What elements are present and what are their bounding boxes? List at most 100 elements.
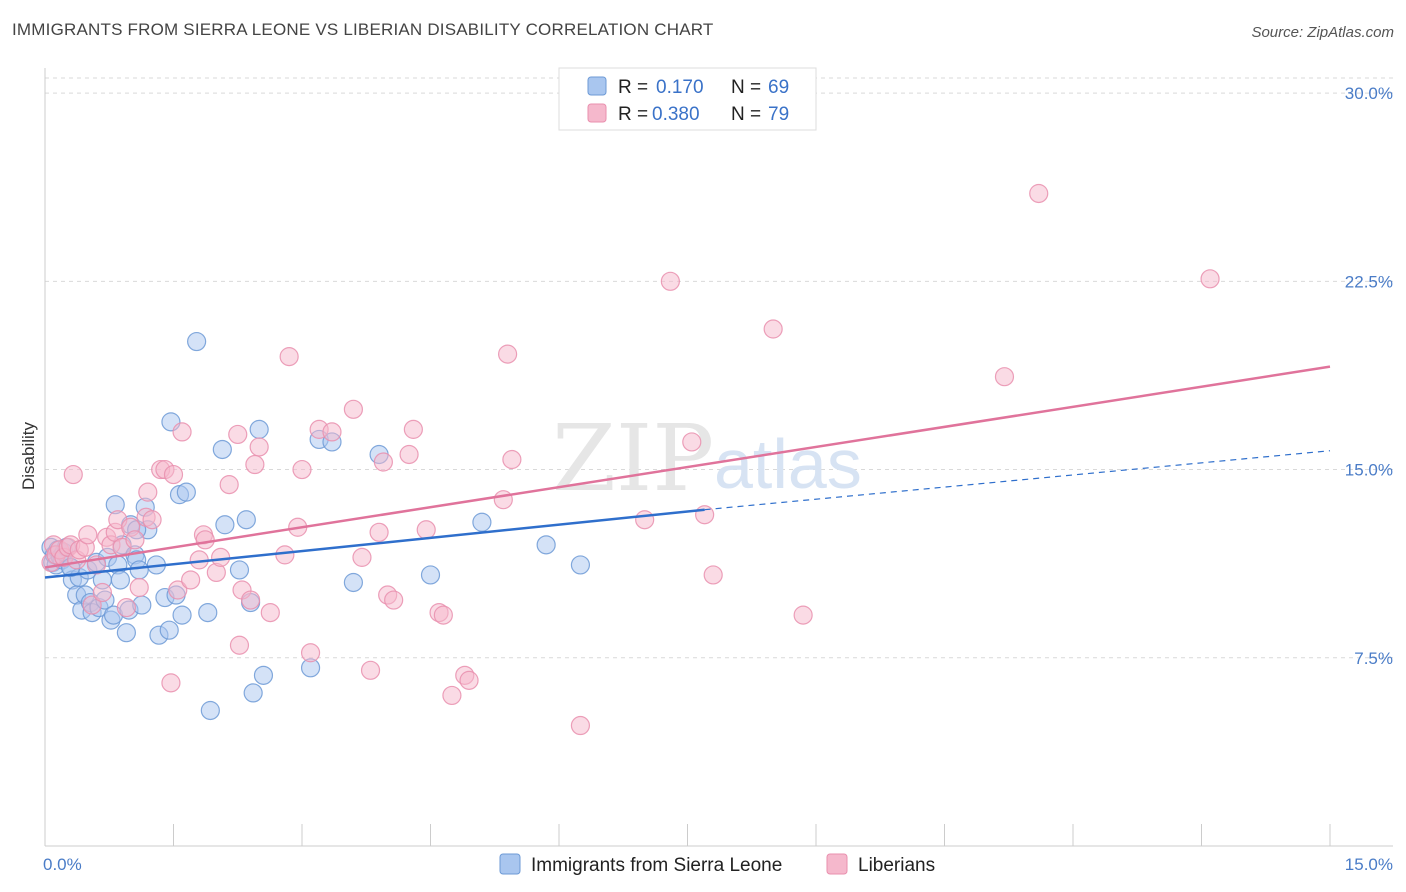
sierra-leone-point	[198, 602, 218, 623]
watermark-zip: ZIP	[552, 405, 714, 512]
liberians-point	[292, 459, 312, 480]
liberians-point	[399, 444, 419, 465]
legend-r-value: 0.170	[656, 77, 704, 98]
x-tick-label: 0.0%	[43, 855, 82, 874]
liberians-point	[373, 452, 393, 472]
liberians-point	[493, 490, 513, 510]
sierra-leone-point	[212, 439, 232, 460]
liberians-point	[228, 424, 248, 445]
liberians-point	[249, 437, 269, 457]
sierra-leone-point	[172, 605, 192, 625]
bottom-legend-swatch-blue	[499, 853, 521, 875]
sierra-leone-point	[536, 535, 556, 555]
liberians-point	[682, 432, 702, 452]
liberians-point	[63, 464, 83, 485]
x-tick-labels: 0.0% 15.0%	[43, 855, 1393, 874]
liberians-point	[172, 422, 192, 442]
sierra-leone-point	[236, 510, 256, 530]
sierra-leone-point	[243, 683, 263, 703]
liberians-point	[442, 685, 462, 706]
sierra-leone-point	[472, 512, 492, 532]
liberians-point	[245, 454, 265, 475]
liberians-point	[211, 547, 231, 567]
liberians-point	[994, 367, 1015, 387]
bottom-legend-label-sierra-leone: Immigrants from Sierra Leone	[531, 855, 782, 876]
legend-swatch-pink	[587, 103, 607, 123]
liberians-point	[1200, 269, 1220, 289]
sierra-leone-point	[420, 565, 441, 585]
legend-n-value: 79	[768, 104, 789, 125]
liberians-point	[275, 545, 295, 565]
liberians-point	[416, 520, 436, 540]
liberians-point	[1029, 183, 1049, 204]
liberians-point	[92, 582, 112, 603]
legend-n-label: N =	[731, 104, 761, 125]
liberians-point	[279, 347, 299, 367]
x-tick-label: 15.0%	[1345, 855, 1393, 874]
liberians-point	[352, 547, 372, 567]
sierra-leone-trend-line	[44, 508, 705, 579]
liberians-point	[433, 605, 453, 625]
sierra-leone-point	[215, 515, 235, 535]
chart-title: IMMIGRANTS FROM SIERRA LEONE VS LIBERIAN…	[12, 20, 714, 39]
legend-n-label: N =	[731, 77, 761, 98]
legend-r-label: R =	[618, 104, 648, 125]
watermark: ZIP atlas	[552, 405, 862, 512]
axes	[44, 68, 1393, 847]
liberians-point	[763, 319, 783, 339]
bottom-legend: Immigrants from Sierra Leone Liberians	[499, 853, 935, 876]
liberians-point	[142, 510, 162, 530]
sierra-leone-point	[129, 560, 149, 580]
y-tick-label: 22.5%	[1345, 272, 1393, 291]
liberians-point	[129, 577, 149, 598]
liberians-point	[181, 570, 201, 590]
liberians-point	[695, 505, 715, 525]
liberians-point	[138, 482, 158, 502]
liberians-point	[125, 530, 145, 550]
sierra-leone-point	[343, 572, 363, 593]
y-tick-label: 15.0%	[1345, 461, 1393, 480]
sierra-leone-point	[253, 665, 274, 685]
legend-swatch-blue	[587, 76, 607, 96]
bottom-legend-label-liberians: Liberians	[858, 855, 935, 876]
liberians-point	[161, 673, 181, 693]
y-tick-labels: 7.5% 15.0% 22.5% 30.0%	[1345, 84, 1393, 668]
sierra-leone-point	[116, 623, 136, 643]
source-credit: Source: ZipAtlas.com	[1251, 24, 1394, 41]
liberians-point	[241, 590, 261, 610]
liberians-point	[703, 565, 723, 585]
legend-r-value: 0.380	[652, 104, 700, 125]
liberians-point	[116, 597, 136, 618]
liberians-point	[163, 464, 184, 485]
liberians-point	[82, 595, 102, 615]
liberians-point	[384, 590, 404, 610]
sierra-leone-point	[570, 555, 591, 575]
liberians-point	[502, 449, 522, 470]
legend: R = 0.170 N = 69 R = 0.380 N = 79	[558, 67, 817, 131]
series-liberians-points	[41, 183, 1220, 736]
liberians-point	[343, 399, 363, 419]
liberians-point	[195, 530, 215, 550]
sierra-leone-point	[200, 700, 220, 721]
y-tick-label: 30.0%	[1345, 84, 1393, 103]
liberians-point	[229, 635, 250, 655]
liberians-point	[369, 522, 389, 542]
legend-r-label: R =	[618, 77, 648, 98]
sierra-leone-trend-extension	[704, 450, 1331, 511]
sierra-leone-point	[229, 560, 250, 580]
trend-lines	[44, 365, 1331, 579]
liberians-point	[793, 605, 813, 625]
liberians-point	[459, 670, 479, 690]
liberians-point	[168, 580, 188, 600]
y-axis-label: Disability	[19, 421, 38, 490]
legend-n-value: 69	[768, 77, 789, 98]
liberians-point	[78, 525, 98, 545]
watermark-atlas: atlas	[714, 425, 862, 503]
liberians-trend-line	[44, 365, 1331, 569]
liberians-point	[219, 475, 239, 495]
sierra-leone-point	[176, 482, 196, 502]
liberians-point	[660, 271, 680, 291]
liberians-point	[322, 422, 342, 442]
sierra-leone-point	[159, 620, 179, 640]
bottom-legend-swatch-pink	[826, 853, 848, 875]
